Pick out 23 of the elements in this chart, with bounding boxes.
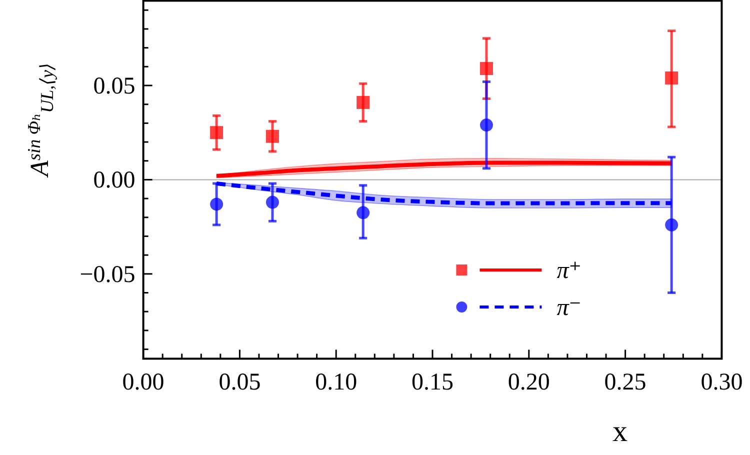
point: [665, 218, 678, 232]
x-tick-label: 0.05: [218, 370, 261, 396]
x-tick-label: 0.20: [508, 370, 550, 396]
x-axis-title: x: [612, 415, 628, 448]
point: [210, 198, 224, 211]
y-tick-label: −0.05: [80, 262, 136, 288]
point: [210, 126, 224, 140]
x-tick-label: 0.25: [604, 370, 646, 396]
x-tick-label: 0.00: [122, 370, 164, 396]
x-tick-label: 0.10: [315, 370, 358, 396]
x-tick-label: 0.30: [700, 370, 743, 396]
point: [356, 206, 370, 220]
point: [356, 96, 370, 109]
point: [266, 130, 279, 143]
point: [665, 71, 678, 84]
legend-label: π⁻: [556, 295, 582, 321]
x-tick-label: 0.15: [412, 370, 454, 396]
point: [266, 196, 279, 209]
y-tick-label: 0.00: [93, 168, 136, 194]
legend-label: π⁺: [556, 258, 582, 284]
point: [480, 62, 493, 76]
point: [480, 118, 493, 132]
y-tick-label: 0.05: [93, 73, 136, 100]
